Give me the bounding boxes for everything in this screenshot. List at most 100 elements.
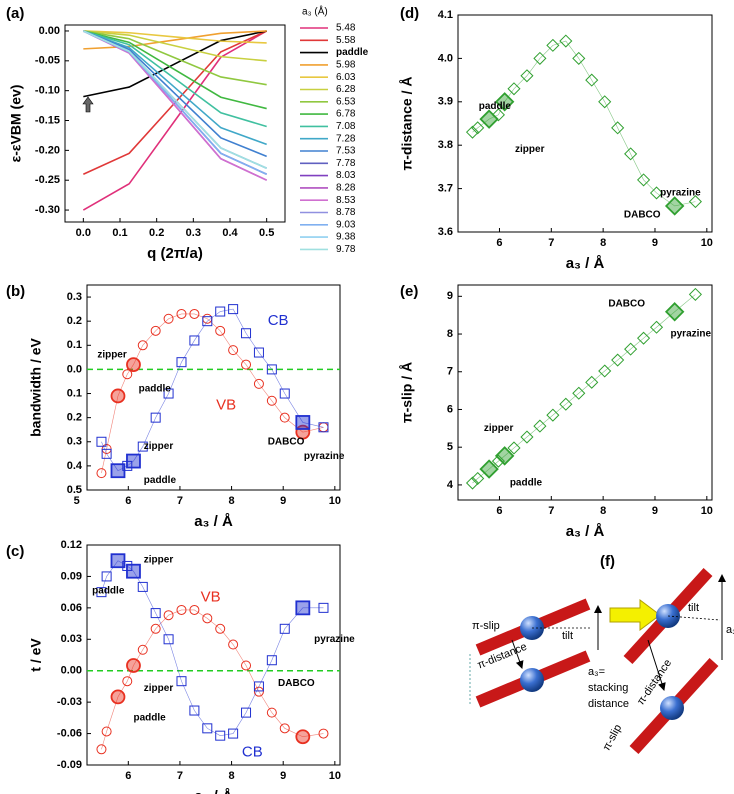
point xyxy=(266,655,277,666)
y-tick-label: -0.06 xyxy=(57,727,82,739)
legend-label: 8.78 xyxy=(336,207,356,218)
point xyxy=(664,196,685,216)
point xyxy=(279,623,290,634)
annotation: DABCO xyxy=(278,678,315,689)
annotation: zipper xyxy=(144,683,174,694)
annotation: paddle xyxy=(510,478,543,489)
annotation: DABCO xyxy=(624,209,661,220)
point xyxy=(533,419,547,433)
x-tick-label: 0.2 xyxy=(149,227,164,239)
plot-frame xyxy=(457,14,713,233)
point xyxy=(585,73,599,87)
annotation: paddle xyxy=(139,383,172,394)
point xyxy=(137,581,148,592)
point xyxy=(150,412,161,423)
diagram-label: tilt xyxy=(562,630,573,642)
point xyxy=(101,448,112,459)
point xyxy=(637,173,651,187)
point xyxy=(163,634,174,645)
x-tick-label: 9 xyxy=(280,770,286,782)
y-tick-label: 0.3 xyxy=(67,291,82,303)
y-tick-label: 0.06 xyxy=(61,602,82,614)
point xyxy=(126,453,141,469)
point xyxy=(176,308,187,319)
point xyxy=(101,726,112,737)
x-tick-label: 10 xyxy=(329,770,341,782)
point xyxy=(241,660,252,671)
band-curve xyxy=(83,30,267,175)
legend-label: 6.03 xyxy=(336,72,356,83)
legend-label: 9.03 xyxy=(336,219,356,230)
annotation: DABCO xyxy=(268,436,305,447)
annotation: paddle xyxy=(479,101,512,112)
y-tick-label: 0.12 xyxy=(61,539,82,551)
legend-label: 9.78 xyxy=(336,244,356,255)
annotation: pyrazine xyxy=(304,451,345,462)
point xyxy=(507,82,521,96)
point xyxy=(96,468,107,479)
x-tick-label: 7 xyxy=(177,770,183,782)
point xyxy=(189,705,200,716)
y-tick-label: 3.6 xyxy=(438,226,453,238)
point xyxy=(649,186,664,200)
point xyxy=(494,92,515,112)
legend-label: 5.98 xyxy=(336,60,356,71)
point xyxy=(649,320,664,334)
y-tick-label: 0.5 xyxy=(67,484,82,496)
x-tick-label: 9 xyxy=(652,237,658,249)
y-axis-label: bandwidth / eV xyxy=(28,337,44,436)
point xyxy=(520,430,534,444)
point xyxy=(318,602,329,613)
x-tick-label: 0.0 xyxy=(76,227,91,239)
point xyxy=(241,328,252,339)
y-tick-label: 4.0 xyxy=(438,52,453,64)
legend-label: 7.08 xyxy=(336,121,356,132)
point xyxy=(101,571,112,582)
band-curve xyxy=(83,30,267,146)
x-tick-label: 8 xyxy=(600,505,606,517)
y-tick-label: 0.3 xyxy=(67,436,82,448)
x-tick-label: 7 xyxy=(548,505,554,517)
y-axis-label: ε-εVBM (ev) xyxy=(8,85,24,163)
legend-label: 5.48 xyxy=(336,23,356,34)
point xyxy=(688,287,702,301)
plot-frame xyxy=(457,284,713,501)
arrow xyxy=(647,639,666,691)
legend-label: 8.28 xyxy=(336,183,356,194)
x-axis-label: a₃ / Å xyxy=(194,788,233,794)
point xyxy=(253,686,264,697)
annotation: pyrazine xyxy=(314,634,355,645)
panel-label: (c) xyxy=(6,543,24,560)
annotation: paddle xyxy=(144,475,177,486)
point xyxy=(624,147,638,161)
point xyxy=(126,658,141,673)
point xyxy=(163,388,174,399)
point xyxy=(253,378,264,389)
point xyxy=(150,325,161,336)
y-tick-label: 0.2 xyxy=(67,315,82,327)
y-axis-label: π-slip / Å xyxy=(399,362,415,423)
legend-label: 7.53 xyxy=(336,146,356,157)
panel-label: (b) xyxy=(6,283,25,300)
annotation: pyrazine xyxy=(671,329,712,340)
y-tick-label: 6 xyxy=(447,403,453,415)
point xyxy=(295,600,311,616)
annotation: pyrazine xyxy=(660,188,701,199)
legend-label: paddle xyxy=(336,47,369,58)
y-tick-label: 0.4 xyxy=(67,460,83,472)
point xyxy=(546,38,560,52)
point xyxy=(126,563,141,579)
point xyxy=(465,125,480,139)
point xyxy=(202,613,213,624)
point xyxy=(479,109,499,129)
point xyxy=(126,357,141,372)
legend-label: 6.78 xyxy=(336,109,356,120)
point xyxy=(150,623,161,634)
x-axis-label: q (2π/a) xyxy=(147,245,203,262)
annotation: zipper xyxy=(144,554,174,565)
point xyxy=(465,476,480,490)
point xyxy=(189,604,200,615)
y-tick-label: -0.25 xyxy=(35,174,60,186)
point xyxy=(295,415,311,430)
